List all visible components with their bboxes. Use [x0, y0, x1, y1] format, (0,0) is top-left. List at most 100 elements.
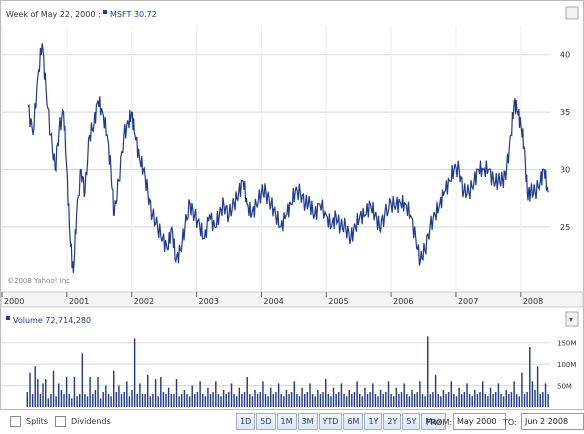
volume-bar	[500, 394, 502, 407]
volume-bar	[463, 392, 466, 407]
from-date-input[interactable]: May 2000	[453, 413, 506, 430]
volume-bar	[233, 394, 235, 407]
volume-bar	[89, 377, 91, 407]
volume-bar	[228, 392, 230, 407]
volume-bar	[188, 396, 191, 407]
from-label: FROM:	[426, 418, 453, 427]
range-6m-button[interactable]: 6M	[343, 413, 364, 430]
volume-bar	[39, 394, 42, 407]
volume-bar	[123, 392, 125, 407]
splits-checkbox[interactable]: Splits	[10, 416, 48, 427]
volume-bar	[105, 385, 107, 407]
splits-checkbox-box[interactable]	[10, 416, 21, 427]
volume-bar	[408, 396, 411, 407]
volume-y-tick-label: 50M	[557, 383, 572, 391]
x-axis-tick-label: 2008	[523, 297, 543, 306]
range-1d-button[interactable]: 1D	[236, 413, 256, 430]
volume-y-tick-label: 150M	[557, 340, 576, 348]
volume-bar	[196, 392, 199, 407]
controls-bar: Splits Dividends 1D 5D 1M 3M YTD 6M 1Y 2…	[0, 410, 584, 434]
volume-bar	[275, 392, 277, 407]
volume-bar	[160, 377, 162, 407]
volume-bar	[539, 394, 541, 407]
volume-bar	[264, 394, 267, 407]
volume-bar	[338, 392, 340, 407]
volume-bar	[379, 389, 382, 407]
volume-bar	[50, 394, 52, 407]
volume-bar	[437, 394, 439, 407]
volume-bar	[353, 392, 356, 407]
to-date-input[interactable]: Jun 2 2008	[521, 413, 584, 430]
volume-bar	[387, 381, 390, 407]
volume-bar	[382, 394, 384, 407]
dividends-checkbox[interactable]: Dividends	[55, 416, 111, 427]
volume-bar	[505, 389, 507, 407]
volume-bar	[317, 389, 319, 407]
volume-bar	[309, 383, 311, 407]
volume-bar	[58, 383, 60, 407]
volume-bar	[526, 392, 528, 407]
range-ytd-button[interactable]: YTD	[318, 413, 343, 430]
volume-bar	[55, 396, 57, 407]
volume-bar	[152, 394, 154, 407]
volume-bar	[215, 381, 217, 407]
volume-bar	[395, 387, 398, 407]
volume-bar	[458, 387, 460, 407]
volume-bar	[139, 383, 141, 407]
volume-bar	[427, 336, 429, 407]
to-label: TO:	[503, 418, 517, 427]
volume-bar	[518, 396, 521, 407]
volume-bar	[107, 394, 110, 407]
volume-bar	[81, 353, 84, 407]
range-3m-button[interactable]: 3M	[297, 413, 318, 430]
volume-bar	[277, 383, 280, 407]
chart-canvas: Week of May 22, 2000 : MSFT 30.72 25 30 35…	[0, 0, 584, 410]
range-1y-button[interactable]: 1Y	[364, 413, 383, 430]
header-close-button[interactable]	[565, 6, 579, 20]
volume-bar	[351, 394, 353, 407]
volume-bar	[393, 396, 395, 407]
volume-bar	[403, 383, 405, 407]
volume-bar	[199, 381, 201, 407]
volume-bar	[513, 381, 515, 407]
volume-bar	[453, 394, 455, 407]
volume-bar	[369, 392, 371, 407]
range-max-button[interactable]: Max	[421, 413, 446, 430]
volume-bar	[65, 377, 68, 407]
volume-bar	[110, 396, 112, 407]
dividends-checkbox-box[interactable]	[55, 416, 66, 427]
volume-bar	[293, 381, 296, 407]
volume-bar	[290, 392, 293, 407]
volume-bar	[416, 392, 418, 407]
range-1m-button[interactable]: 1M	[276, 413, 297, 430]
volume-bar	[183, 389, 186, 407]
volume-bar	[220, 396, 222, 407]
volume-bar	[419, 381, 421, 407]
volume-bar	[314, 396, 316, 407]
volume-bar	[476, 394, 479, 407]
volume-bar	[296, 394, 298, 407]
volume-bar	[249, 394, 251, 407]
volume-grid	[2, 342, 550, 387]
x-axis-tick-label: 2001	[69, 297, 89, 306]
volume-bar	[348, 389, 350, 407]
volume-bar	[256, 394, 259, 407]
volume-bar	[29, 372, 31, 407]
volume-collapse-button[interactable]	[565, 311, 579, 327]
x-axis-tick-label: 2007	[458, 297, 478, 306]
volume-bar	[301, 387, 303, 407]
volume-bar	[447, 392, 450, 407]
volume-bar	[298, 396, 301, 407]
volume-bar	[487, 396, 489, 407]
range-5y-button[interactable]: 5Y	[402, 413, 421, 430]
volume-bar	[366, 394, 369, 407]
volume-bar	[306, 392, 309, 407]
volume-bar	[251, 396, 254, 407]
volume-bar	[194, 394, 196, 407]
range-2y-button[interactable]: 2Y	[383, 413, 402, 430]
range-5d-button[interactable]: 5D	[256, 413, 276, 430]
volume-bar	[181, 394, 183, 407]
volume-bar	[217, 394, 220, 407]
volume-bar	[536, 366, 539, 407]
